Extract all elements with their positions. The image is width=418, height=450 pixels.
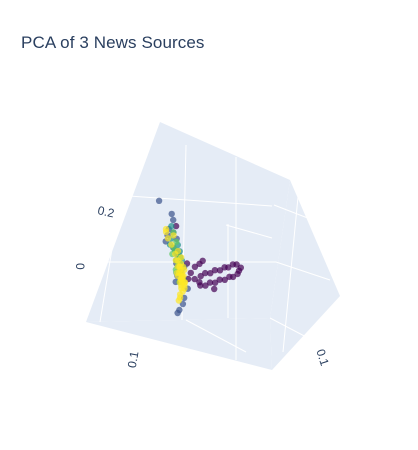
tick-label-y-0.1: 0.1	[313, 347, 332, 368]
data-point[interactable]	[237, 264, 244, 271]
data-point[interactable]	[207, 270, 214, 277]
tick-label-z-0.2: 0.2	[96, 203, 116, 220]
data-point[interactable]	[187, 269, 194, 277]
grid-line	[269, 317, 313, 341]
data-point[interactable]	[172, 222, 180, 230]
grid-line	[275, 261, 331, 281]
data-point[interactable]	[170, 232, 177, 239]
data-point[interactable]	[176, 294, 184, 301]
data-point[interactable]	[216, 267, 224, 274]
data-point[interactable]	[173, 238, 180, 245]
data-point[interactable]	[162, 228, 170, 236]
tick-label-z-0: 0	[73, 263, 87, 270]
data-point[interactable]	[168, 241, 175, 248]
scene-planes	[86, 122, 340, 370]
data-point[interactable]	[174, 309, 181, 317]
data-point[interactable]	[221, 276, 228, 283]
data-point[interactable]	[170, 216, 177, 224]
data-point[interactable]	[211, 267, 219, 274]
side-wall-plane	[270, 180, 340, 370]
data-point[interactable]	[191, 263, 199, 270]
data-point[interactable]	[199, 257, 206, 264]
data-point[interactable]	[202, 282, 209, 289]
data-point[interactable]	[174, 257, 181, 264]
grid-line	[225, 224, 273, 239]
data-point[interactable]	[196, 279, 203, 286]
grid-line	[99, 163, 127, 323]
data-point[interactable]	[155, 197, 163, 204]
data-point[interactable]	[202, 269, 209, 277]
data-point[interactable]	[180, 272, 187, 280]
floor-plane	[86, 318, 272, 370]
grid-line	[185, 319, 247, 353]
data-point[interactable]	[225, 264, 232, 271]
data-point[interactable]	[168, 223, 175, 230]
data-point[interactable]	[197, 272, 204, 280]
data-point[interactable]	[174, 247, 182, 255]
data-point[interactable]	[173, 269, 180, 277]
data-point[interactable]	[191, 275, 198, 283]
tick-label-x-0.1: 0.1	[125, 350, 142, 369]
data-point[interactable]	[229, 273, 237, 281]
chart-title: PCA of 3 News Sources	[21, 33, 205, 52]
data-point[interactable]	[168, 210, 175, 218]
grid-line	[114, 194, 273, 207]
scatter-points[interactable]	[155, 197, 244, 317]
data-point[interactable]	[164, 235, 172, 242]
series-4	[162, 225, 189, 304]
data-point[interactable]	[176, 263, 183, 270]
axis-tick-labels: 0.2 0 0.1 0.1	[73, 203, 332, 369]
data-point[interactable]	[211, 279, 219, 286]
data-point[interactable]	[206, 279, 214, 286]
series-0	[172, 222, 244, 293]
data-point[interactable]	[211, 285, 218, 293]
data-point[interactable]	[216, 276, 223, 283]
